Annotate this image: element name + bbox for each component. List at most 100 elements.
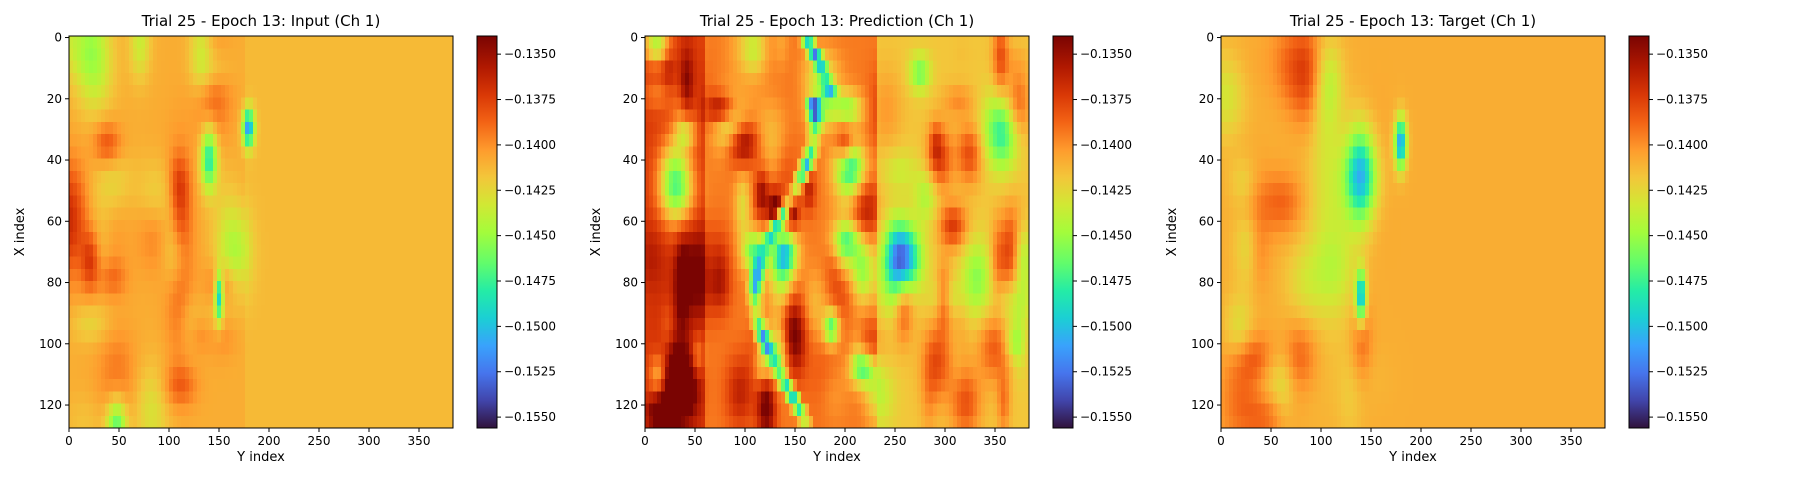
heatmap-cell	[85, 244, 90, 258]
heatmap-cell	[809, 195, 814, 209]
heatmap-cell	[153, 244, 158, 258]
heatmap-cell	[769, 219, 774, 233]
heatmap-cell	[917, 85, 922, 98]
heatmap-cell	[393, 403, 398, 417]
heatmap-cell	[429, 97, 434, 111]
heatmap-cell	[881, 134, 886, 147]
heatmap-cell	[885, 121, 890, 135]
heatmap-cell	[449, 244, 454, 258]
heatmap-cell	[681, 268, 686, 282]
heatmap-cell	[401, 146, 406, 160]
heatmap-cell	[977, 85, 982, 98]
heatmap-cell	[333, 48, 338, 62]
heatmap-cell	[777, 134, 782, 147]
heatmap-cell	[437, 207, 442, 221]
heatmap-cell	[121, 256, 126, 270]
heatmap-cell	[113, 85, 118, 98]
heatmap-cell	[709, 244, 714, 258]
heatmap-cell	[153, 72, 158, 86]
heatmap-cell	[933, 158, 938, 172]
heatmap-cell	[845, 232, 850, 245]
heatmap-cell	[973, 36, 978, 49]
heatmap-cell	[269, 256, 274, 270]
heatmap-cell	[749, 146, 754, 160]
heatmap-cell	[725, 183, 730, 196]
heatmap-cell	[105, 207, 110, 221]
heatmap-cell	[245, 330, 250, 343]
heatmap-cell	[417, 36, 422, 49]
heatmap-cell	[805, 183, 810, 196]
heatmap-cell	[841, 183, 846, 196]
heatmap-cell	[297, 36, 302, 49]
heatmap-cell	[73, 48, 78, 62]
heatmap-cell	[661, 109, 666, 123]
heatmap-cell	[181, 305, 186, 319]
heatmap-cell	[849, 146, 854, 160]
heatmap-cell	[253, 354, 258, 368]
heatmap-cell	[429, 391, 434, 405]
heatmap-cell	[1005, 244, 1010, 258]
heatmap-cell	[285, 195, 290, 209]
heatmap-cell	[197, 170, 202, 184]
heatmap-cell	[249, 244, 254, 258]
heatmap-cell	[305, 195, 310, 209]
heatmap-cell	[405, 244, 410, 258]
heatmap-cell	[941, 183, 946, 196]
heatmap-cell	[93, 195, 98, 209]
heatmap-cell	[677, 85, 682, 98]
heatmap-cell	[105, 342, 110, 356]
heatmap-cell	[329, 415, 334, 429]
heatmap-cell	[441, 207, 446, 221]
heatmap-cell	[809, 219, 814, 233]
heatmap-cell	[773, 158, 778, 172]
heatmap-cell	[429, 60, 434, 74]
heatmap-cell	[89, 207, 94, 221]
heatmap-cell	[137, 415, 142, 429]
heatmap-cell	[73, 72, 78, 86]
heatmap-cell	[357, 305, 362, 319]
heatmap-cell	[153, 317, 158, 331]
heatmap-cell	[165, 183, 170, 196]
heatmap-cell	[433, 232, 438, 245]
heatmap-cell	[121, 354, 126, 368]
heatmap-cell	[293, 379, 298, 392]
heatmap-cell	[441, 268, 446, 282]
heatmap-cell	[365, 121, 370, 135]
heatmap-cell	[401, 244, 406, 258]
heatmap-cell	[369, 170, 374, 184]
heatmap-cell	[325, 158, 330, 172]
heatmap-cell	[441, 134, 446, 147]
heatmap-cell	[429, 85, 434, 98]
heatmap-cell	[337, 60, 342, 74]
heatmap-cell	[685, 268, 690, 282]
heatmap-cell	[1009, 195, 1014, 209]
heatmap-cell	[241, 97, 246, 111]
heatmap-cell	[389, 97, 394, 111]
heatmap-cell	[413, 146, 418, 160]
heatmap-cell	[377, 354, 382, 368]
heatmap-cell	[1021, 207, 1026, 221]
heatmap-cell	[321, 317, 326, 331]
heatmap-cell	[169, 146, 174, 160]
heatmap-cell	[105, 354, 110, 368]
heatmap-cell	[993, 232, 998, 245]
heatmap-cell	[333, 72, 338, 86]
heatmap-cell	[109, 354, 114, 368]
heatmap-cell	[305, 170, 310, 184]
heatmap-cell	[221, 158, 226, 172]
heatmap-cell	[989, 36, 994, 49]
heatmap-cell	[153, 170, 158, 184]
heatmap-cell	[285, 134, 290, 147]
heatmap-cell	[369, 36, 374, 49]
heatmap-cell	[161, 97, 166, 111]
heatmap-cell	[249, 195, 254, 209]
heatmap-cell	[693, 256, 698, 270]
heatmap-cell	[225, 48, 230, 62]
heatmap-cell	[69, 415, 74, 429]
heatmap-cell	[261, 232, 266, 245]
heatmap-cell	[145, 366, 150, 380]
heatmap-cell	[809, 244, 814, 258]
heatmap-cell	[1005, 97, 1010, 111]
heatmap-cell	[161, 146, 166, 160]
heatmap-cell	[297, 281, 302, 294]
